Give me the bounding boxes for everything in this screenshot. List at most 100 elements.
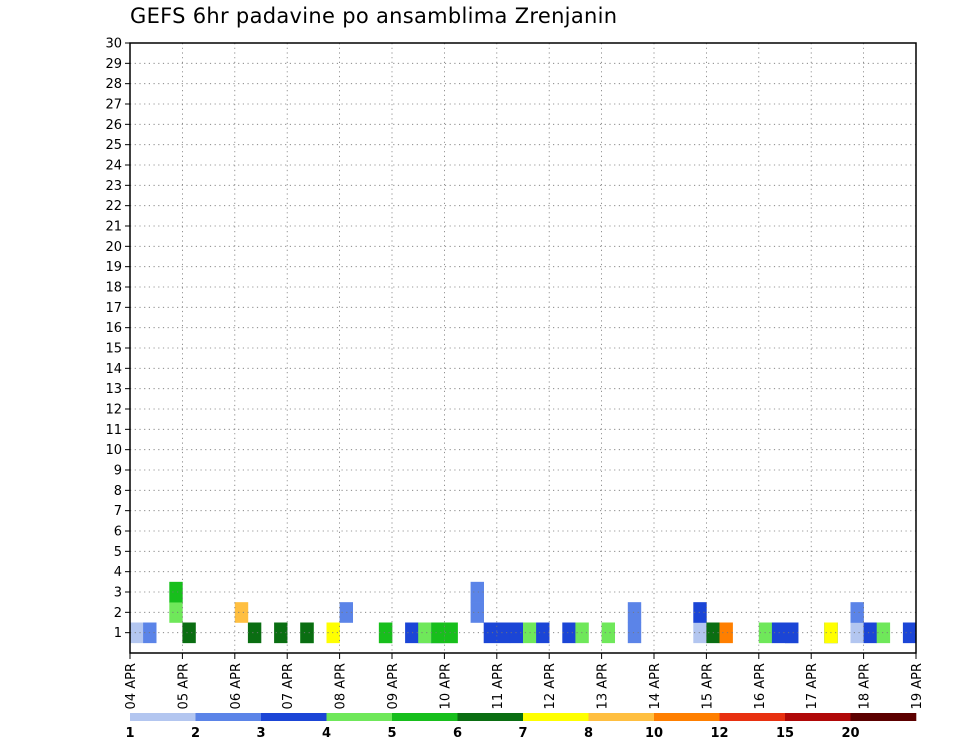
x-axis: 04 APR 05 APR 06 APR 07 APR 08 APR 09 APR 10 A… [124, 653, 925, 709]
heatmap-cells [130, 581, 917, 644]
x-tick-label: 05 APR [176, 663, 191, 709]
heatmap-cell [785, 622, 799, 644]
y-tick-label: 9 [114, 464, 122, 479]
x-tick-label: 08 APR [334, 663, 349, 709]
colorbar-label: 2 [191, 726, 200, 741]
colorbar-label: 5 [387, 726, 396, 741]
y-axis: 1234567891011121314151617181920212223242… [105, 37, 130, 641]
x-tick-label: 10 APR [438, 663, 453, 709]
chart-title: GEFS 6hr padavine po ansamblima Zrenjani… [130, 4, 618, 28]
heatmap-cell [850, 602, 864, 623]
y-tick-label: 28 [105, 77, 122, 92]
x-tick-label: 17 APR [805, 663, 820, 709]
x-tick-label: 18 APR [858, 663, 873, 709]
heatmap-cell [182, 622, 196, 644]
y-tick-label: 1 [114, 626, 122, 641]
heatmap-cell [601, 622, 615, 644]
heatmap-cell [693, 622, 707, 644]
colorbar-label: 3 [256, 726, 265, 741]
heatmap-cell [169, 581, 183, 603]
colorbar-label: 1 [125, 726, 134, 741]
x-tick-label: 13 APR [596, 663, 611, 709]
y-tick-label: 5 [114, 545, 122, 560]
heatmap-cell [627, 602, 642, 623]
y-tick-label: 10 [105, 443, 122, 458]
colorbar-swatch [392, 713, 458, 721]
heatmap-cell [850, 622, 864, 644]
colorbar-swatch [850, 713, 917, 721]
colorbar-label: 12 [710, 726, 728, 741]
y-tick-label: 13 [105, 382, 122, 397]
heatmap-cell [496, 622, 511, 644]
heatmap-cell [378, 622, 393, 644]
colorbar-swatch [588, 713, 655, 721]
y-tick-label: 27 [105, 98, 122, 113]
x-tick-label: 12 APR [543, 663, 558, 709]
colorbar: 1 2 3 4 5 6 7 8 10 12 15 20 [125, 713, 917, 741]
colorbar-swatch [195, 713, 262, 721]
x-tick-label: 06 APR [229, 663, 244, 709]
y-tick-label: 11 [105, 423, 122, 438]
colorbar-label: 15 [776, 726, 794, 741]
y-tick-label: 12 [105, 403, 122, 418]
colorbar-label: 7 [518, 726, 527, 741]
y-tick-label: 21 [105, 220, 122, 235]
y-tick-label: 15 [105, 342, 122, 357]
heatmap-cell [863, 622, 877, 644]
y-tick-label: 26 [105, 118, 122, 133]
x-tick-label: 16 APR [753, 663, 768, 709]
y-tick-label: 3 [114, 586, 122, 601]
y-tick-label: 6 [114, 525, 122, 540]
heatmap-cell [562, 622, 576, 644]
y-tick-label: 22 [105, 199, 122, 214]
colorbar-swatch [457, 713, 524, 721]
y-tick-label: 14 [105, 362, 122, 377]
grid-lines [129, 42, 917, 653]
y-tick-label: 24 [105, 159, 122, 174]
heatmap-cell [693, 602, 707, 623]
y-tick-label: 4 [114, 565, 122, 580]
heatmap-cell [169, 602, 183, 623]
heatmap-cell [536, 622, 550, 644]
y-tick-label: 29 [105, 57, 122, 72]
y-tick-label: 7 [114, 504, 122, 519]
heatmap-cell [130, 622, 144, 644]
x-tick-label: 09 APR [386, 663, 401, 709]
colorbar-label: 10 [645, 726, 663, 741]
y-tick-label: 23 [105, 179, 122, 194]
colorbar-swatch [261, 713, 327, 721]
heatmap-cell [405, 622, 419, 644]
colorbar-swatch [326, 713, 393, 721]
colorbar-label: 20 [841, 726, 859, 741]
x-tick-label: 15 APR [700, 663, 715, 709]
heatmap-cell [431, 622, 445, 644]
y-tick-label: 2 [114, 606, 122, 621]
heatmap-cell [470, 581, 484, 603]
y-tick-label: 8 [114, 484, 122, 499]
heatmap-cell [470, 602, 484, 623]
colorbar-swatch [785, 713, 851, 721]
colorbar-swatch [719, 713, 786, 721]
y-tick-label: 19 [105, 260, 122, 275]
y-tick-label: 25 [105, 138, 122, 153]
y-tick-label: 20 [105, 240, 122, 255]
heatmap-cell [483, 622, 498, 644]
y-tick-label: 30 [105, 37, 122, 52]
heatmap-cell [627, 622, 642, 644]
colorbar-label: 6 [453, 726, 462, 741]
x-tick-label: 07 APR [281, 663, 296, 709]
heatmap-cell [234, 602, 249, 623]
heatmap-cell [247, 622, 262, 644]
colorbar-swatch [654, 713, 720, 721]
colorbar-label: 8 [584, 726, 593, 741]
colorbar-swatch [130, 713, 196, 721]
heatmap-cell [902, 622, 917, 644]
x-tick-label: 04 APR [124, 663, 139, 709]
y-tick-label: 16 [105, 321, 122, 336]
heatmap-cell [444, 622, 458, 644]
x-tick-label: 19 APR [910, 663, 925, 709]
colorbar-label: 4 [322, 726, 331, 741]
x-tick-label: 14 APR [648, 663, 663, 709]
x-tick-label: 11 APR [491, 663, 506, 709]
